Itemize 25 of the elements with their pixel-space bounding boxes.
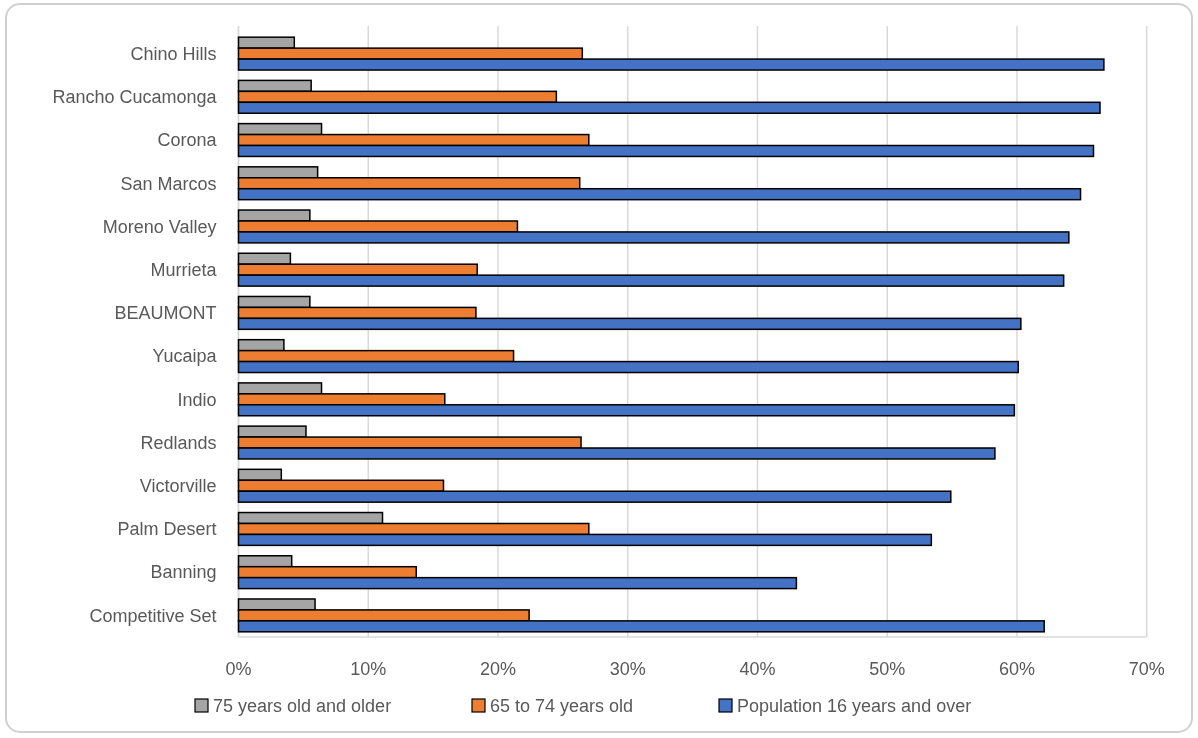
y-tick-label: San Marcos <box>120 173 217 194</box>
y-tick-label: Corona <box>157 130 218 151</box>
legend-label: Population 16 years and over <box>737 696 972 717</box>
y-tick-label: Banning <box>150 562 217 583</box>
x-tick-label: 10% <box>350 659 387 679</box>
x-tick-label: 30% <box>609 659 646 679</box>
legend-label: 75 years old and older <box>213 696 392 717</box>
y-tick-label: Redlands <box>140 432 217 453</box>
y-tick-label: Chino Hills <box>130 43 217 64</box>
x-tick-label: 60% <box>998 659 1035 679</box>
y-tick-label: Competitive Set <box>89 605 217 626</box>
y-tick-label: Victorville <box>139 476 217 497</box>
legend-label: 65 to 74 years old <box>490 696 634 717</box>
y-tick-label: Moreno Valley <box>102 216 217 237</box>
x-tick-label: 0% <box>225 659 252 679</box>
y-tick-label: Murrieta <box>150 259 218 280</box>
x-tick-label: 20% <box>479 659 516 679</box>
x-tick-label: 70% <box>1128 659 1165 679</box>
y-tick-label: Indio <box>177 389 217 410</box>
y-tick-label: Yucaipa <box>152 346 218 367</box>
x-tick-label: 50% <box>869 659 906 679</box>
y-tick-label: Rancho Cucamonga <box>52 87 218 108</box>
x-tick-label: 40% <box>739 659 776 679</box>
y-tick-label: Palm Desert <box>117 519 217 540</box>
y-tick-label: BEAUMONT <box>114 303 217 324</box>
